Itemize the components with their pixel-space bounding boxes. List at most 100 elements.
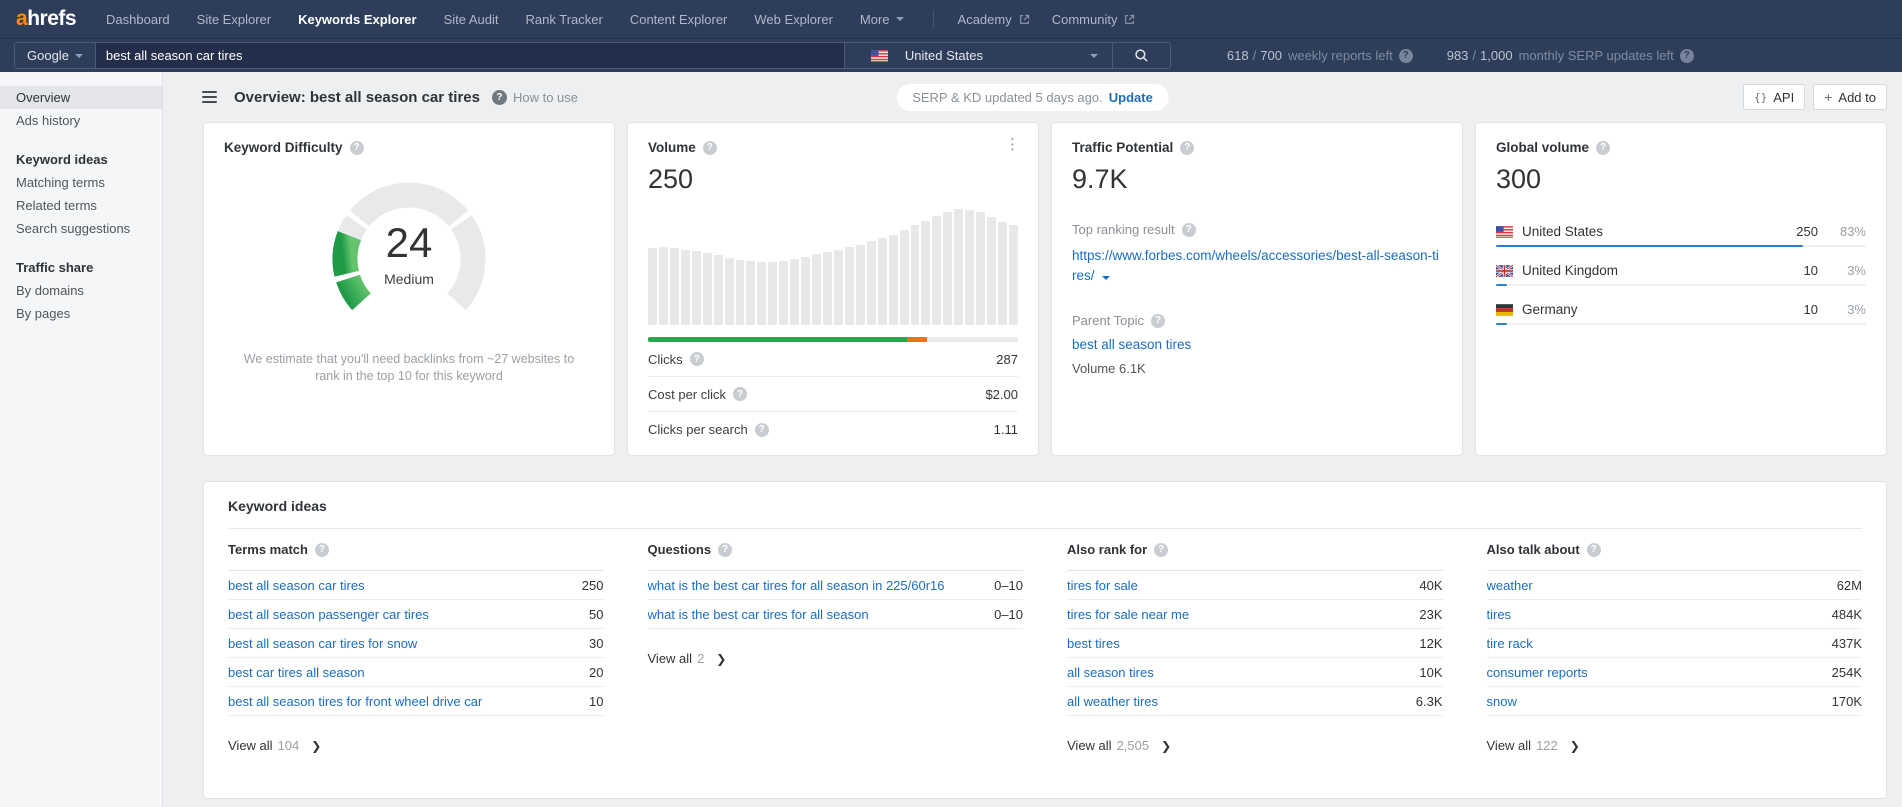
- ahrefs-logo[interactable]: ahrefs: [16, 7, 77, 31]
- help-icon[interactable]: ?: [314, 542, 329, 557]
- clicks-distribution-bar: [648, 337, 1018, 342]
- external-link-icon: [1019, 14, 1030, 25]
- keyword-ideas-title: Keyword ideas: [228, 498, 1862, 529]
- keyword-link[interactable]: all weather tires: [1067, 693, 1159, 709]
- country-row-united-kingdom: United Kingdom 10 3%: [1496, 260, 1866, 286]
- country-select[interactable]: United States: [843, 43, 1112, 68]
- country-list: United States 250 83% United Kingdom 10 3% Ger…: [1496, 221, 1866, 325]
- quota-used: 618: [1226, 48, 1249, 63]
- nav-item-rank-tracker[interactable]: Rank Tracker: [525, 11, 603, 27]
- gauge-arc: [294, 171, 524, 330]
- help-icon[interactable]: ?: [702, 140, 717, 155]
- keyword-row: tires for sale near me 23K: [1067, 600, 1443, 629]
- nav-item-site-explorer[interactable]: Site Explorer: [196, 11, 272, 27]
- country-percent: 3%: [1847, 263, 1866, 278]
- sidebar-item-ads-history[interactable]: Ads history: [16, 113, 81, 128]
- metric-label: Cost per click: [648, 386, 727, 402]
- nav-item-keywords-explorer[interactable]: Keywords Explorer: [298, 11, 417, 27]
- column-header-label: Also rank for: [1067, 542, 1148, 557]
- keyword-link[interactable]: best all season tires for front wheel dr…: [228, 693, 483, 709]
- nav-item-academy[interactable]: Academy: [958, 12, 1030, 27]
- nav-item-dashboard[interactable]: Dashboard: [106, 11, 170, 27]
- keyword-link[interactable]: tire rack: [1486, 635, 1533, 651]
- kebab-menu-icon[interactable]: ⋮: [1005, 136, 1020, 153]
- keyword-volume: 254K: [1831, 664, 1862, 680]
- keyword-link[interactable]: best car tires all season: [228, 664, 365, 680]
- keyword-link[interactable]: tires for sale: [1067, 577, 1138, 593]
- nav-item-web-explorer[interactable]: Web Explorer: [754, 11, 833, 27]
- keyword-link[interactable]: what is the best car tires for all seaso…: [647, 606, 869, 622]
- keyword-link[interactable]: best all season passenger car tires: [228, 606, 429, 622]
- help-icon[interactable]: ?: [733, 387, 748, 401]
- api-button-label: API: [1773, 89, 1795, 105]
- keyword-link[interactable]: best all season car tires: [228, 577, 365, 593]
- view-all-link[interactable]: View all 104 ❯: [228, 738, 604, 753]
- keyword-link[interactable]: tires for sale near me: [1067, 606, 1190, 622]
- sidebar-item-matching-terms[interactable]: Matching terms: [16, 175, 105, 190]
- help-icon[interactable]: ?: [689, 352, 704, 366]
- help-icon[interactable]: ?: [1154, 542, 1169, 557]
- keyword-link[interactable]: best all season car tires for snow: [228, 635, 418, 651]
- help-icon[interactable]: ?: [1398, 48, 1413, 63]
- keyword-link[interactable]: best tires: [1067, 635, 1120, 651]
- search-engine-select[interactable]: Google: [15, 43, 96, 68]
- search-input[interactable]: [95, 43, 844, 68]
- trend-bar: [855, 245, 865, 325]
- help-icon[interactable]: ?: [1586, 542, 1601, 557]
- nav-item-more[interactable]: More: [860, 12, 904, 27]
- keyword-link[interactable]: tires: [1486, 606, 1512, 622]
- keyword-link[interactable]: consumer reports: [1486, 664, 1588, 680]
- quota-total: 1,000: [1480, 48, 1513, 63]
- trend-bar: [910, 225, 920, 325]
- view-all-link[interactable]: View all 2 ❯: [648, 651, 1024, 666]
- help-icon[interactable]: ?: [1180, 140, 1195, 155]
- keyword-column-also-rank-for: Also rank for? tires for sale 40K tires for…: [1067, 529, 1443, 753]
- parent-topic-label: Parent Topic ?: [1072, 313, 1442, 328]
- nav-item-community[interactable]: Community: [1052, 12, 1136, 27]
- keyword-link[interactable]: what is the best car tires for all seaso…: [647, 577, 945, 593]
- how-to-use-link[interactable]: ? How to use: [491, 89, 578, 105]
- help-icon[interactable]: ?: [1596, 140, 1611, 155]
- keyword-link[interactable]: all season tires: [1067, 664, 1154, 680]
- country-volume: 250: [1796, 224, 1818, 239]
- keyword-volume: 250: [581, 577, 604, 593]
- update-link[interactable]: Update: [1108, 89, 1153, 105]
- sidebar-item-by-pages[interactable]: By pages: [16, 306, 71, 321]
- help-icon[interactable]: ?: [349, 140, 364, 155]
- keyword-link[interactable]: snow: [1486, 693, 1517, 709]
- help-icon[interactable]: ?: [754, 422, 769, 437]
- search-button[interactable]: [1111, 43, 1170, 68]
- help-icon[interactable]: ?: [1151, 313, 1166, 328]
- external-link-icon: [1125, 14, 1135, 24]
- keyword-row: tire rack 437K: [1486, 629, 1862, 658]
- api-button[interactable]: {} API: [1743, 84, 1806, 110]
- keyword-volume: 437K: [1831, 635, 1862, 651]
- keyword-link[interactable]: weather: [1486, 577, 1533, 593]
- view-all-link[interactable]: View all 2,505 ❯: [1067, 738, 1443, 753]
- sidebar-item-related-terms[interactable]: Related terms: [16, 198, 97, 213]
- search-engine-label: Google: [27, 48, 69, 63]
- top-ranking-url-link[interactable]: https://www.forbes.com/wheels/accessorie…: [1072, 246, 1442, 286]
- primary-nav: Dashboard Site Explorer Keywords Explorer S…: [106, 12, 930, 27]
- parent-topic-link[interactable]: best all season tires: [1072, 337, 1192, 352]
- gb-flag-icon: [1496, 264, 1513, 277]
- traffic-potential-title: Traffic Potential: [1072, 140, 1174, 155]
- external-nav: Academy Community: [958, 12, 1158, 27]
- sidebar-item-by-domains[interactable]: By domains: [16, 283, 84, 298]
- help-icon[interactable]: ?: [718, 542, 733, 557]
- nav-item-site-audit[interactable]: Site Audit: [443, 11, 499, 27]
- help-icon[interactable]: ?: [1181, 222, 1196, 237]
- sidebar-item-overview[interactable]: Overview: [0, 86, 162, 109]
- keyword-row: best all season car tires 250: [228, 571, 604, 600]
- view-all-link[interactable]: View all 122 ❯: [1487, 738, 1863, 753]
- country-bar-fill: [1496, 284, 1508, 286]
- help-icon[interactable]: ?: [1679, 48, 1694, 63]
- add-to-button[interactable]: + Add to: [1813, 84, 1887, 110]
- menu-icon[interactable]: [200, 87, 219, 107]
- trend-bar: [899, 230, 909, 325]
- trend-bar: [954, 209, 964, 325]
- volume-title: Volume: [648, 140, 696, 155]
- trend-bar: [877, 238, 887, 325]
- nav-item-content-explorer[interactable]: Content Explorer: [629, 11, 728, 27]
- sidebar-item-search-suggestions[interactable]: Search suggestions: [16, 221, 131, 236]
